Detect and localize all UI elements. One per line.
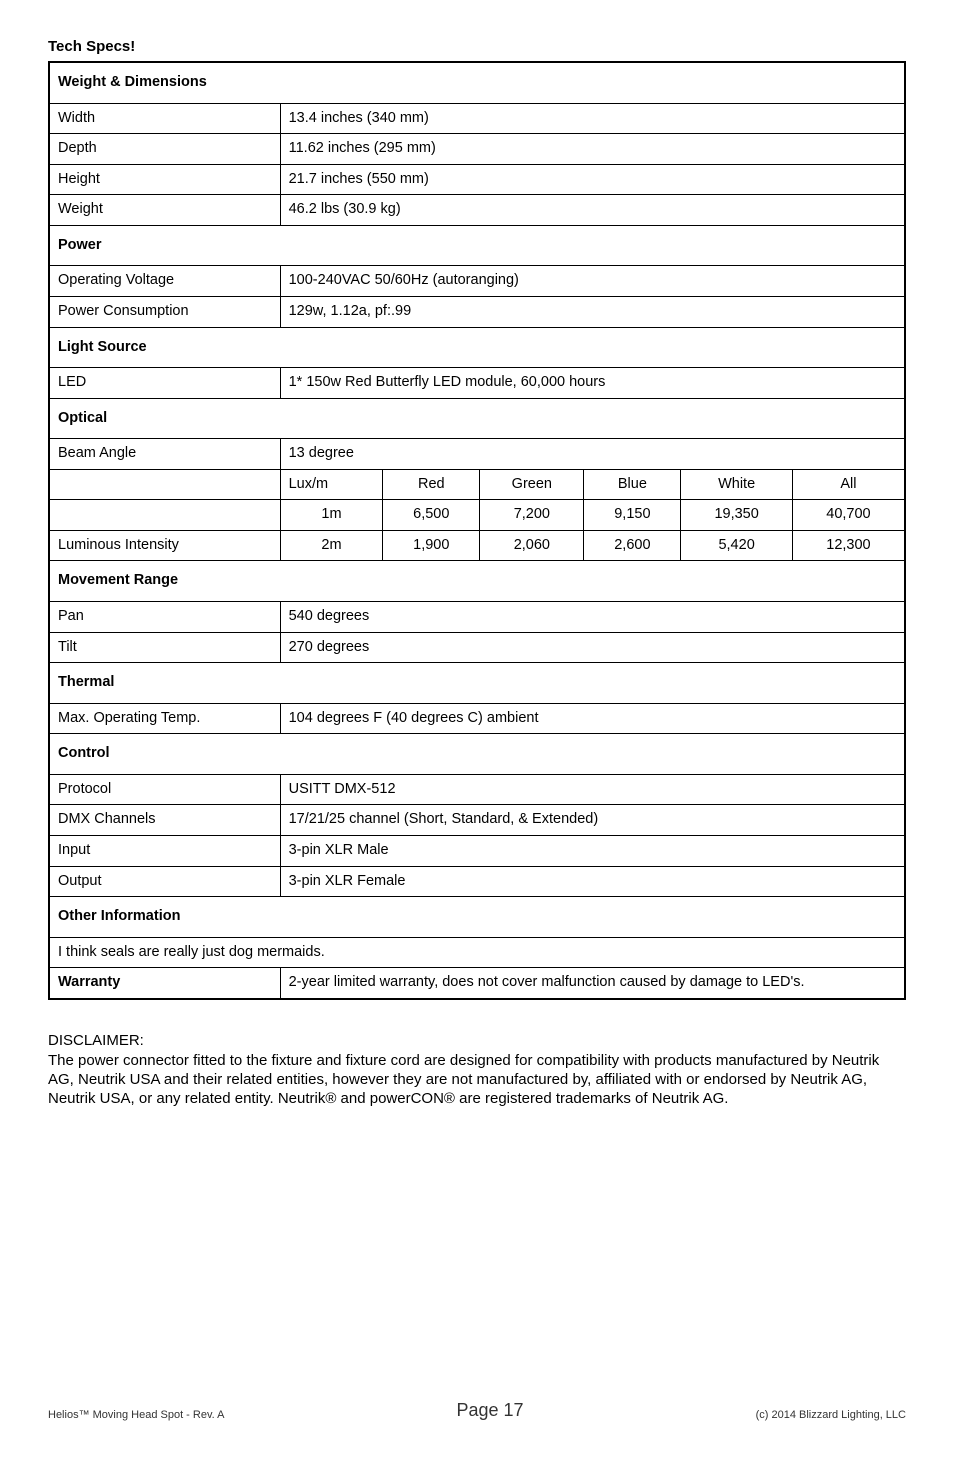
disclaimer-body: The power connector fitted to the fixtur… — [48, 1051, 906, 1109]
section-thermal: Thermal — [49, 663, 905, 704]
optical-head-red: Red — [383, 469, 480, 500]
row-depth-value: 11.62 inches (295 mm) — [280, 134, 905, 165]
optical-r2-all: 12,300 — [792, 530, 905, 561]
optical-r2-white: 5,420 — [681, 530, 793, 561]
section-optical: Optical — [49, 398, 905, 439]
footer-right: (c) 2014 Blizzard Lighting, LLC — [756, 1409, 906, 1421]
row-input-label: Input — [49, 835, 280, 866]
row-height-label: Height — [49, 164, 280, 195]
section-other: Other Information — [49, 897, 905, 938]
optical-r1-white: 19,350 — [681, 500, 793, 531]
row-opvolt-label: Operating Voltage — [49, 266, 280, 297]
optical-head-white: White — [681, 469, 793, 500]
optical-r2-dist: 2m — [280, 530, 383, 561]
optical-r1-all: 40,700 — [792, 500, 905, 531]
row-tilt-label: Tilt — [49, 632, 280, 663]
row-beam-label: Beam Angle — [49, 439, 280, 470]
row-pan-label: Pan — [49, 602, 280, 633]
row-powercons-label: Power Consumption — [49, 296, 280, 327]
page-footer: Helios™ Moving Head Spot - Rev. A Page 1… — [0, 1400, 954, 1421]
row-warranty-label: Warranty — [49, 968, 280, 999]
row-other-note: I think seals are really just dog mermai… — [49, 937, 905, 968]
section-control: Control — [49, 734, 905, 775]
page-title: Tech Specs! — [48, 38, 906, 55]
row-depth-label: Depth — [49, 134, 280, 165]
row-warranty-value: 2-year limited warranty, does not cover … — [280, 968, 905, 999]
section-lightsource: Light Source — [49, 327, 905, 368]
optical-head-luxm: Lux/m — [280, 469, 383, 500]
row-protocol-label: Protocol — [49, 774, 280, 805]
optical-head-blue: Blue — [584, 469, 681, 500]
optical-r1-dist: 1m — [280, 500, 383, 531]
row-pan-value: 540 degrees — [280, 602, 905, 633]
row-height-value: 21.7 inches (550 mm) — [280, 164, 905, 195]
row-beam-value: 13 degree — [280, 439, 905, 470]
footer-left: Helios™ Moving Head Spot - Rev. A — [48, 1409, 224, 1421]
row-weight-value: 46.2 lbs (30.9 kg) — [280, 195, 905, 226]
optical-r1-blank — [49, 500, 280, 531]
row-luminous-label: Luminous Intensity — [49, 530, 280, 561]
optical-r2-blue: 2,600 — [584, 530, 681, 561]
footer-page: Page 17 — [457, 1400, 524, 1421]
optical-grid-blank — [49, 469, 280, 500]
row-led-label: LED — [49, 368, 280, 399]
row-dmx-value: 17/21/25 channel (Short, Standard, & Ext… — [280, 805, 905, 836]
row-opvolt-value: 100-240VAC 50/60Hz (autoranging) — [280, 266, 905, 297]
row-protocol-value: USITT DMX-512 — [280, 774, 905, 805]
row-input-value: 3-pin XLR Male — [280, 835, 905, 866]
optical-r2-red: 1,900 — [383, 530, 480, 561]
row-width-label: Width — [49, 103, 280, 134]
row-maxtemp-label: Max. Operating Temp. — [49, 703, 280, 734]
row-powercons-value: 129w, 1.12a, pf:.99 — [280, 296, 905, 327]
row-led-value: 1* 150w Red Butterfly LED module, 60,000… — [280, 368, 905, 399]
optical-r1-green: 7,200 — [480, 500, 584, 531]
spec-table: Weight & Dimensions Width 13.4 inches (3… — [48, 61, 906, 1000]
optical-r1-blue: 9,150 — [584, 500, 681, 531]
row-output-value: 3-pin XLR Female — [280, 866, 905, 897]
row-maxtemp-value: 104 degrees F (40 degrees C) ambient — [280, 703, 905, 734]
optical-head-green: Green — [480, 469, 584, 500]
optical-r2-green: 2,060 — [480, 530, 584, 561]
row-output-label: Output — [49, 866, 280, 897]
optical-r1-red: 6,500 — [383, 500, 480, 531]
row-dmx-label: DMX Channels — [49, 805, 280, 836]
row-width-value: 13.4 inches (340 mm) — [280, 103, 905, 134]
optical-head-all: All — [792, 469, 905, 500]
section-movement: Movement Range — [49, 561, 905, 602]
disclaimer-heading: DISCLAIMER: — [48, 1032, 906, 1049]
section-power: Power — [49, 225, 905, 266]
row-weight-label: Weight — [49, 195, 280, 226]
section-weight-dimensions: Weight & Dimensions — [49, 62, 905, 103]
row-tilt-value: 270 degrees — [280, 632, 905, 663]
